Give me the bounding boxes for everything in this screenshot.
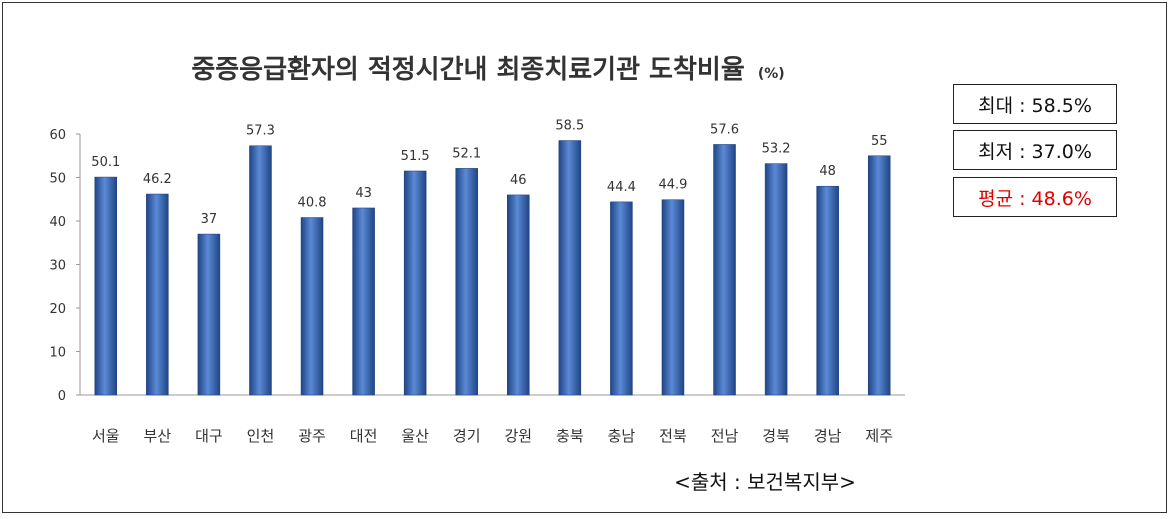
bar-9 bbox=[507, 194, 530, 396]
x-tick-label: 대구 bbox=[195, 427, 223, 445]
source-note: <출처 : 보건복지부> bbox=[674, 470, 856, 494]
stat-max-box: 최대 : 58.5% bbox=[953, 84, 1117, 124]
y-tick-label: 20 bbox=[49, 302, 66, 317]
value-label: 37 bbox=[201, 212, 218, 227]
chart-title-unit: (%) bbox=[758, 66, 785, 82]
x-tick-label: 부산 bbox=[144, 427, 172, 445]
bars-group bbox=[94, 140, 891, 396]
bar-8 bbox=[455, 168, 478, 396]
x-tick-label: 광주 bbox=[298, 427, 326, 445]
bar-2 bbox=[146, 193, 169, 396]
x-tick-label: 인천 bbox=[247, 427, 275, 445]
y-tick-label: 0 bbox=[58, 389, 66, 404]
x-tick-label: 대전 bbox=[350, 427, 378, 445]
bar-5 bbox=[300, 217, 324, 396]
figure-frame bbox=[2, 2, 1167, 513]
value-label: 43 bbox=[355, 186, 372, 201]
x-tick-label: 충남 bbox=[608, 427, 636, 445]
x-tick-label: 강원 bbox=[504, 427, 532, 445]
bar-6 bbox=[352, 207, 375, 396]
bar-1 bbox=[94, 176, 118, 396]
value-labels-group: 50.1 46.2 37 57.3 40.8 43 51.5 52.1 46 58.5 44.4 44… bbox=[91, 119, 887, 228]
x-tick-label: 경북 bbox=[762, 427, 790, 445]
x-tick-label: 경기 bbox=[453, 427, 481, 445]
y-tick-label: 10 bbox=[49, 346, 66, 361]
y-axis-ticks: 0 10 20 30 40 50 60 bbox=[49, 128, 80, 404]
bar-4 bbox=[249, 145, 272, 396]
value-label: 46 bbox=[510, 173, 527, 188]
y-tick-label: 60 bbox=[49, 128, 66, 143]
value-label: 52.1 bbox=[452, 146, 481, 161]
bar-16 bbox=[867, 155, 891, 396]
value-label: 57.3 bbox=[246, 124, 275, 139]
value-label: 40.8 bbox=[298, 196, 327, 211]
x-tick-label: 울산 bbox=[401, 427, 429, 445]
bar-10 bbox=[558, 140, 582, 396]
bar-11 bbox=[610, 201, 633, 396]
bar-13 bbox=[713, 144, 736, 396]
value-label: 53.2 bbox=[762, 142, 791, 157]
stat-max-label: 최대 : 58.5% bbox=[978, 94, 1092, 117]
stat-avg-label: 평균 : 48.6% bbox=[978, 187, 1092, 210]
value-label: 44.9 bbox=[658, 178, 687, 193]
bar-14 bbox=[764, 163, 788, 396]
value-label: 48 bbox=[819, 164, 836, 179]
x-tick-label: 서울 bbox=[92, 427, 120, 445]
value-label: 51.5 bbox=[401, 149, 430, 164]
value-label: 58.5 bbox=[555, 119, 584, 134]
y-tick-label: 30 bbox=[49, 259, 66, 274]
y-tick-label: 40 bbox=[49, 215, 66, 230]
bar-12 bbox=[661, 199, 685, 396]
x-tick-label: 제주 bbox=[865, 427, 893, 445]
y-tick-label: 50 bbox=[49, 172, 66, 187]
x-tick-label: 경남 bbox=[814, 427, 842, 445]
value-label: 55 bbox=[871, 134, 888, 149]
value-label: 50.1 bbox=[91, 155, 120, 170]
x-tick-label: 전북 bbox=[659, 427, 687, 445]
stat-min-box: 최저 : 37.0% bbox=[953, 130, 1117, 170]
value-label: 46.2 bbox=[143, 172, 172, 187]
bar-7 bbox=[403, 170, 427, 396]
x-axis-labels-group: 서울 부산 대구 인천 광주 대전 울산 경기 강원 충북 충남 전북 전남 경북 경남 제주 bbox=[92, 427, 893, 445]
stat-avg-box: 평균 : 48.6% bbox=[953, 177, 1117, 217]
bar-3 bbox=[197, 233, 221, 396]
stat-min-label: 최저 : 37.0% bbox=[978, 140, 1092, 163]
x-tick-label: 충북 bbox=[556, 427, 584, 445]
bar-15 bbox=[816, 185, 839, 396]
value-label: 44.4 bbox=[607, 180, 636, 195]
chart-title: 중증응급환자의 적정시간내 최종치료기관 도착비율 (%) bbox=[191, 55, 784, 85]
value-label: 57.6 bbox=[710, 122, 739, 137]
x-tick-label: 전남 bbox=[711, 427, 739, 445]
